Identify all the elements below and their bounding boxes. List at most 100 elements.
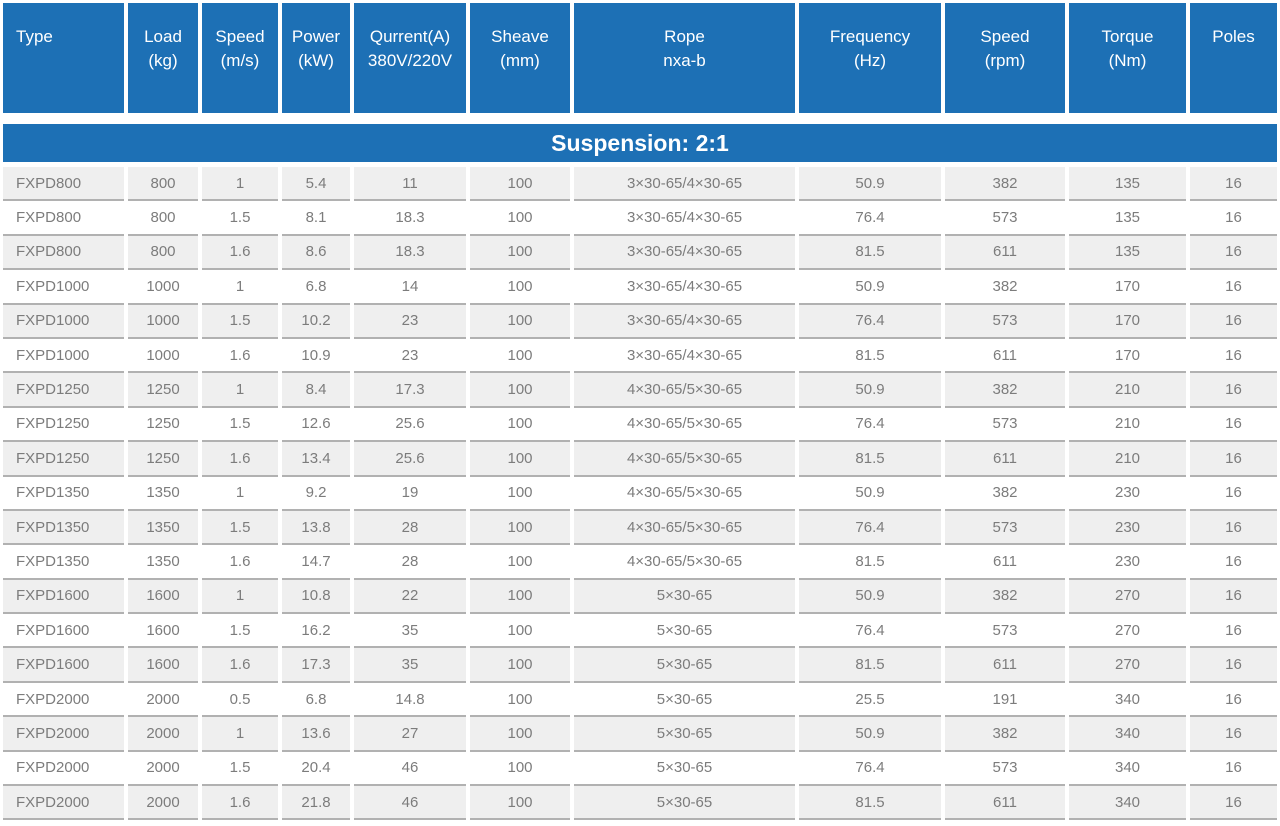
cell-current_a: 14 bbox=[354, 270, 466, 305]
cell-load_kg: 1250 bbox=[128, 442, 198, 477]
cell-poles: 16 bbox=[1190, 442, 1277, 477]
cell-type: FXPD2000 bbox=[3, 682, 124, 718]
cell-speed_ms: 1.6 bbox=[202, 786, 278, 821]
cell-frequency_hz: 50.9 bbox=[799, 717, 941, 752]
cell-poles: 16 bbox=[1190, 751, 1277, 787]
table-row: FXPD1600 1600 1.5 16.2 35 100 5×30-65 76.4 573 27… bbox=[3, 614, 1277, 649]
cell-poles: 16 bbox=[1190, 786, 1277, 821]
cell-sheave_mm: 100 bbox=[470, 648, 570, 683]
cell-torque_nm: 135 bbox=[1069, 201, 1186, 236]
cell-speed_rpm: 382 bbox=[945, 717, 1065, 752]
cell-current_a: 19 bbox=[354, 476, 466, 511]
section-banner: Suspension: 2:1 bbox=[3, 124, 1277, 162]
cell-load_kg: 1000 bbox=[128, 270, 198, 305]
cell-poles: 16 bbox=[1190, 235, 1277, 271]
cell-frequency_hz: 25.5 bbox=[799, 682, 941, 718]
cell-type: FXPD1350 bbox=[3, 476, 124, 511]
cell-speed_rpm: 573 bbox=[945, 510, 1065, 546]
column-header-frequency: Frequency (Hz) bbox=[799, 3, 941, 113]
cell-sheave_mm: 100 bbox=[470, 545, 570, 580]
cell-type: FXPD1000 bbox=[3, 270, 124, 305]
column-header-speed-ms: Speed (m/s) bbox=[202, 3, 278, 113]
cell-current_a: 17.3 bbox=[354, 373, 466, 408]
cell-current_a: 23 bbox=[354, 304, 466, 339]
cell-poles: 16 bbox=[1190, 717, 1277, 752]
cell-type: FXPD2000 bbox=[3, 786, 124, 821]
cell-speed_ms: 1 bbox=[202, 717, 278, 752]
cell-speed_rpm: 611 bbox=[945, 545, 1065, 580]
cell-rope: 4×30-65/5×30-65 bbox=[574, 476, 795, 511]
cell-type: FXPD800 bbox=[3, 201, 124, 236]
cell-power_kw: 13.8 bbox=[282, 510, 350, 546]
cell-poles: 16 bbox=[1190, 201, 1277, 236]
cell-power_kw: 12.6 bbox=[282, 407, 350, 443]
cell-sheave_mm: 100 bbox=[470, 579, 570, 615]
cell-speed_ms: 1 bbox=[202, 373, 278, 408]
cell-frequency_hz: 50.9 bbox=[799, 476, 941, 511]
table-row: FXPD1250 1250 1.6 13.4 25.6 100 4×30-65/5×30-6… bbox=[3, 442, 1277, 477]
cell-rope: 3×30-65/4×30-65 bbox=[574, 338, 795, 374]
table-row: FXPD1250 1250 1 8.4 17.3 100 4×30-65/5×30-65 50… bbox=[3, 373, 1277, 408]
table-row: FXPD800 800 1 5.4 11 100 3×30-65/4×30-65 50.9 38… bbox=[3, 167, 1277, 202]
cell-sheave_mm: 100 bbox=[470, 407, 570, 443]
cell-load_kg: 1000 bbox=[128, 304, 198, 339]
cell-torque_nm: 230 bbox=[1069, 476, 1186, 511]
cell-type: FXPD1600 bbox=[3, 648, 124, 683]
cell-current_a: 14.8 bbox=[354, 682, 466, 718]
cell-poles: 16 bbox=[1190, 648, 1277, 683]
table-row: FXPD1350 1350 1 9.2 19 100 4×30-65/5×30-65 50.9… bbox=[3, 476, 1277, 511]
cell-sheave_mm: 100 bbox=[470, 338, 570, 374]
cell-type: FXPD1250 bbox=[3, 407, 124, 443]
cell-power_kw: 9.2 bbox=[282, 476, 350, 511]
cell-current_a: 35 bbox=[354, 614, 466, 649]
cell-rope: 4×30-65/5×30-65 bbox=[574, 373, 795, 408]
cell-speed_ms: 1.5 bbox=[202, 304, 278, 339]
table-row: FXPD1000 1000 1.6 10.9 23 100 3×30-65/4×30-65 8… bbox=[3, 338, 1277, 374]
cell-poles: 16 bbox=[1190, 373, 1277, 408]
cell-current_a: 22 bbox=[354, 579, 466, 615]
cell-rope: 4×30-65/5×30-65 bbox=[574, 442, 795, 477]
cell-frequency_hz: 81.5 bbox=[799, 442, 941, 477]
cell-sheave_mm: 100 bbox=[470, 614, 570, 649]
cell-speed_ms: 1 bbox=[202, 579, 278, 615]
cell-rope: 3×30-65/4×30-65 bbox=[574, 270, 795, 305]
cell-frequency_hz: 50.9 bbox=[799, 579, 941, 615]
cell-power_kw: 10.8 bbox=[282, 579, 350, 615]
cell-power_kw: 5.4 bbox=[282, 167, 350, 202]
cell-power_kw: 8.1 bbox=[282, 201, 350, 236]
cell-rope: 4×30-65/5×30-65 bbox=[574, 407, 795, 443]
cell-frequency_hz: 50.9 bbox=[799, 270, 941, 305]
table-row: FXPD800 800 1.6 8.6 18.3 100 3×30-65/4×30-65 81… bbox=[3, 235, 1277, 271]
cell-torque_nm: 230 bbox=[1069, 545, 1186, 580]
cell-current_a: 18.3 bbox=[354, 235, 466, 271]
table-row: FXPD2000 2000 1 13.6 27 100 5×30-65 50.9 382 340 1… bbox=[3, 717, 1277, 752]
cell-type: FXPD2000 bbox=[3, 717, 124, 752]
cell-torque_nm: 170 bbox=[1069, 338, 1186, 374]
cell-speed_rpm: 611 bbox=[945, 648, 1065, 683]
cell-frequency_hz: 76.4 bbox=[799, 510, 941, 546]
cell-frequency_hz: 76.4 bbox=[799, 304, 941, 339]
cell-load_kg: 1600 bbox=[128, 579, 198, 615]
cell-frequency_hz: 76.4 bbox=[799, 751, 941, 787]
cell-poles: 16 bbox=[1190, 476, 1277, 511]
cell-poles: 16 bbox=[1190, 270, 1277, 305]
cell-type: FXPD1350 bbox=[3, 545, 124, 580]
cell-speed_ms: 1.5 bbox=[202, 510, 278, 546]
cell-sheave_mm: 100 bbox=[470, 235, 570, 271]
cell-speed_rpm: 611 bbox=[945, 442, 1065, 477]
cell-current_a: 11 bbox=[354, 167, 466, 202]
cell-frequency_hz: 81.5 bbox=[799, 235, 941, 271]
cell-speed_rpm: 573 bbox=[945, 407, 1065, 443]
cell-speed_ms: 1.5 bbox=[202, 614, 278, 649]
column-header-rope: Rope nxa-b bbox=[574, 3, 795, 113]
cell-frequency_hz: 50.9 bbox=[799, 167, 941, 202]
cell-frequency_hz: 76.4 bbox=[799, 407, 941, 443]
cell-speed_ms: 1.6 bbox=[202, 235, 278, 271]
column-header-load: Load (kg) bbox=[128, 3, 198, 113]
cell-poles: 16 bbox=[1190, 579, 1277, 615]
cell-torque_nm: 340 bbox=[1069, 682, 1186, 718]
cell-load_kg: 1350 bbox=[128, 510, 198, 546]
cell-power_kw: 20.4 bbox=[282, 751, 350, 787]
cell-poles: 16 bbox=[1190, 167, 1277, 202]
